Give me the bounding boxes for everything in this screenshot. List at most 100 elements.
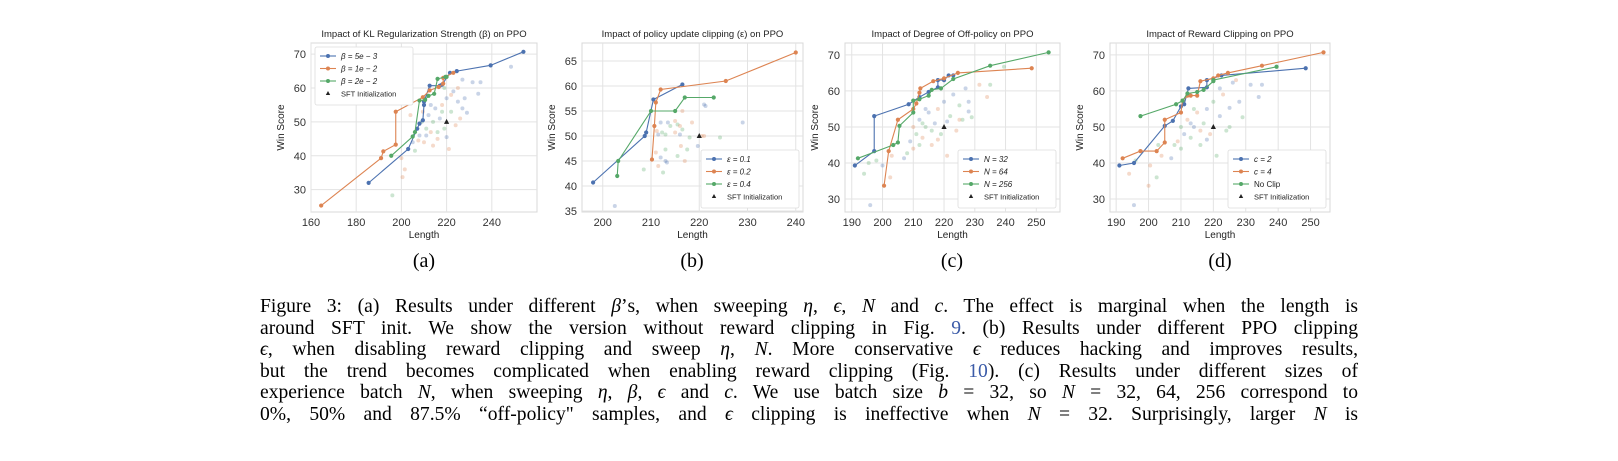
series-point — [393, 109, 398, 114]
legend-entry: c = 2 — [1254, 155, 1272, 164]
series-point — [1182, 102, 1187, 107]
background-point — [926, 110, 931, 115]
background-point — [1234, 78, 1239, 83]
series-point — [488, 63, 493, 68]
caption-text: . The effect is marginal when the length… — [943, 296, 1359, 317]
legend-box — [700, 149, 800, 209]
math-symbol: η — [597, 382, 608, 404]
series-point — [451, 70, 456, 75]
background-point — [412, 148, 417, 153]
legend-marker — [969, 182, 973, 186]
background-point — [1195, 110, 1200, 115]
caption-line: ϵ, when disabling reward clipping and sw… — [260, 339, 1358, 361]
chart-title: Impact of KL Regularization Strength (β)… — [321, 29, 526, 40]
background-point — [431, 143, 436, 148]
y-tick-label: 40 — [294, 151, 306, 163]
background-point — [1221, 92, 1226, 97]
background-point — [687, 135, 692, 140]
legend: β = 5e − 3 β = 1e − 2 β = 2e − 2 SFT Initia… — [314, 46, 414, 106]
background-point — [954, 128, 959, 133]
background-point — [923, 106, 928, 111]
series-point — [590, 180, 596, 185]
x-tick-label: 200 — [594, 217, 612, 229]
figure-reference-link[interactable]: 10 — [968, 360, 988, 382]
x-tick-label: 160 — [302, 217, 320, 229]
series-point — [393, 142, 398, 147]
background-point — [422, 140, 426, 145]
sft-marker — [941, 123, 947, 129]
x-tick-label: 190 — [1107, 217, 1125, 229]
background-point — [917, 117, 922, 122]
math-symbol: N — [1061, 382, 1075, 404]
figure-reference-link[interactable]: 9 — [951, 317, 962, 339]
series-point — [1211, 78, 1216, 83]
series-point — [1029, 66, 1034, 71]
background-point — [718, 135, 723, 140]
background-point — [866, 160, 871, 165]
background-point — [1175, 139, 1180, 144]
subfigure-label-d: (d) — [1208, 250, 1232, 272]
background-point — [938, 132, 943, 137]
caption-text: , — [841, 296, 862, 317]
legend-entry: SFT Initialization — [1254, 193, 1309, 202]
series-point — [914, 101, 919, 106]
series-point — [420, 118, 425, 123]
series-point — [886, 149, 891, 154]
math-symbol: ϵ — [657, 382, 666, 404]
math-symbol: c — [934, 296, 944, 317]
x-tick-label: 250 — [1027, 217, 1045, 229]
background-point — [905, 151, 910, 156]
series-point — [415, 126, 420, 131]
y-tick-label: 50 — [294, 117, 306, 129]
background-point — [654, 129, 659, 133]
background-point — [702, 134, 707, 138]
x-tick-label: 190 — [843, 217, 861, 229]
background-point — [668, 124, 673, 128]
y-tick-label: 70 — [294, 49, 306, 61]
background-point — [1169, 156, 1174, 161]
background-point — [917, 142, 922, 147]
caption-text: and — [875, 296, 935, 317]
background-point — [678, 144, 683, 148]
background-point — [888, 175, 893, 180]
background-point — [1002, 64, 1007, 69]
background-point — [656, 132, 661, 137]
legend-marker — [1239, 182, 1243, 186]
series-point — [521, 49, 526, 54]
series-point — [852, 163, 857, 168]
background-point — [660, 130, 665, 135]
y-axis-label: Win Score — [547, 104, 558, 151]
background-point — [453, 123, 458, 128]
background-point — [663, 147, 668, 152]
series-point — [389, 153, 394, 158]
series-point — [872, 114, 877, 119]
background-point — [1191, 106, 1196, 111]
background-point — [969, 115, 974, 120]
background-point — [1256, 95, 1261, 100]
series-point — [955, 70, 960, 76]
series-point — [1188, 93, 1193, 98]
y-tick-label: 35 — [565, 206, 577, 218]
series-point — [653, 100, 658, 105]
math-symbol: β — [611, 296, 621, 317]
series-point — [926, 93, 931, 98]
caption-text: . More conservative — [767, 339, 973, 361]
series-point — [941, 76, 947, 81]
y-tick-label: 40 — [1093, 158, 1105, 170]
caption-text: but the trend becomes complicated when e… — [260, 360, 969, 382]
math-symbol: N — [861, 296, 876, 317]
y-axis-label: Win Score — [276, 104, 287, 151]
series-point — [895, 140, 901, 145]
series-point — [1178, 110, 1184, 115]
math-symbol: b — [938, 382, 949, 404]
series-point — [658, 87, 663, 92]
background-point — [1237, 99, 1242, 104]
background-point — [449, 92, 454, 97]
series-point — [1321, 50, 1326, 55]
background-point — [449, 109, 454, 114]
background-point — [444, 135, 449, 140]
background-point — [658, 155, 663, 160]
series-point — [1162, 140, 1167, 145]
series-point — [917, 90, 922, 95]
background-point — [942, 99, 947, 104]
